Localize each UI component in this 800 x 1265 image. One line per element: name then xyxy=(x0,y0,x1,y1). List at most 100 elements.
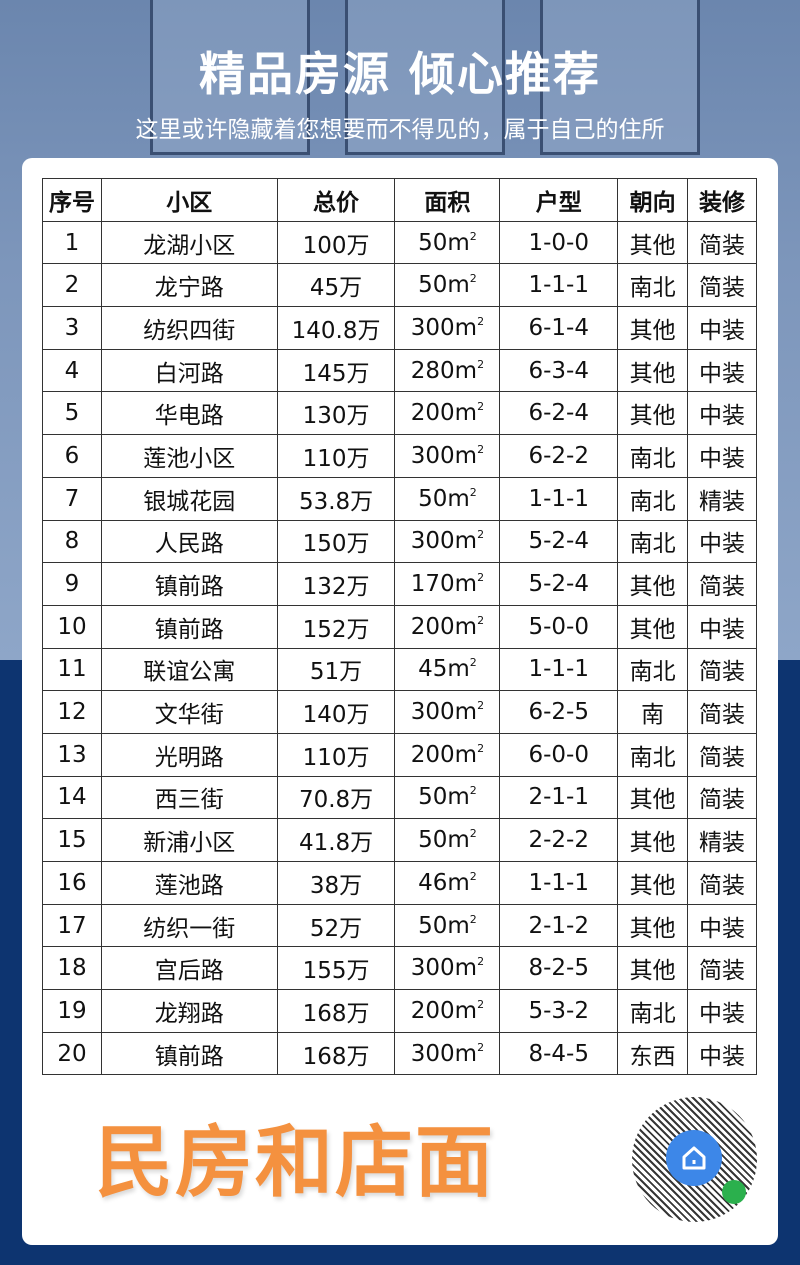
table-cell: 纺织一街 xyxy=(100,903,278,948)
table-cell: 中装 xyxy=(687,989,757,1033)
area-value: 200 xyxy=(410,613,455,640)
table-cell: 130万 xyxy=(276,391,396,436)
table-cell: 其他 xyxy=(617,604,689,649)
table-cell: 其他 xyxy=(617,391,689,436)
table-cell: 镇前路 xyxy=(100,1031,278,1076)
table-cell: 4 xyxy=(42,348,102,393)
table-cell: 6-2-4 xyxy=(499,391,619,436)
table-cell: 宫后路 xyxy=(100,946,278,991)
table-cell: 300m2 xyxy=(394,306,501,350)
table-cell: 中装 xyxy=(687,604,757,649)
area-unit: m2 xyxy=(447,272,477,299)
table-row: 5 华电路 130万 200m2 6-2-4 其他 中装 xyxy=(42,391,757,436)
table-row: 14 西三街 70.8万 50m2 2-1-1 其他 简装 xyxy=(42,775,757,820)
table-row: 9 镇前路 132万 170m2 5-2-4 其他 简装 xyxy=(42,562,757,606)
table-cell: 53.8万 xyxy=(276,476,396,521)
area-value: 200 xyxy=(410,741,455,768)
table-cell: 中装 xyxy=(687,348,757,393)
table-cell: 19 xyxy=(42,989,102,1033)
column-header: 朝向 xyxy=(617,178,689,222)
table-cell: 3 xyxy=(42,306,102,350)
table-cell: 200m2 xyxy=(394,391,501,436)
table-cell: 145万 xyxy=(276,348,396,393)
table-cell: 7 xyxy=(42,476,102,521)
area-value: 300 xyxy=(410,1040,455,1067)
area-value: 300 xyxy=(410,528,455,555)
table-row: 4 白河路 145万 280m2 6-3-4 其他 中装 xyxy=(42,348,757,393)
table-cell: 50m2 xyxy=(394,903,501,948)
table-cell: 15 xyxy=(42,818,102,862)
table-cell: 其他 xyxy=(617,775,689,820)
table-cell: 南北 xyxy=(617,263,689,308)
table-cell: 南 xyxy=(617,690,689,734)
table-cell: 龙翔路 xyxy=(100,989,278,1033)
table-row: 16 莲池路 38万 46m2 1-1-1 其他 简装 xyxy=(42,861,757,905)
table-row: 8 人民路 150万 300m2 5-2-4 南北 中装 xyxy=(42,519,757,564)
area-unit: m2 xyxy=(447,827,477,854)
area-unit: m2 xyxy=(454,613,485,640)
table-cell: 1-1-1 xyxy=(499,476,619,521)
table-row: 12 文华街 140万 300m2 6-2-5 南简装 xyxy=(42,690,757,734)
area-value: 200 xyxy=(410,400,455,427)
column-header: 户型 xyxy=(499,178,619,222)
table-cell: 51万 xyxy=(276,647,396,692)
table-cell: 白河路 xyxy=(100,348,278,393)
area-unit: m2 xyxy=(454,400,485,427)
column-header: 总价 xyxy=(276,178,396,222)
table-cell: 1-1-1 xyxy=(499,647,619,692)
table-cell: 2 xyxy=(42,263,102,308)
area-value: 46 xyxy=(418,869,448,896)
table-cell: 华电路 xyxy=(100,391,278,436)
table-cell: 70.8万 xyxy=(276,775,396,820)
area-value: 50 xyxy=(418,229,448,256)
table-cell: 140万 xyxy=(276,690,396,734)
table-cell: 南北 xyxy=(617,647,689,692)
area-unit: m2 xyxy=(454,528,485,555)
area-value: 45 xyxy=(418,656,448,683)
table-cell: 5 xyxy=(42,391,102,436)
table-cell: 龙湖小区 xyxy=(100,220,278,265)
table-cell: 280m2 xyxy=(394,348,501,393)
table-cell: 龙宁路 xyxy=(100,263,278,308)
table-cell: 精装 xyxy=(687,476,757,521)
area-value: 200 xyxy=(410,997,455,1024)
table-cell: 中装 xyxy=(687,903,757,948)
table-cell: 300m2 xyxy=(394,946,501,991)
table-cell: 2-1-2 xyxy=(499,903,619,948)
table-cell: 110万 xyxy=(276,434,396,478)
column-header: 装修 xyxy=(687,178,757,222)
table-cell: 110万 xyxy=(276,732,396,777)
table-cell: 16 xyxy=(42,861,102,905)
table-row: 7 银城花园 53.8万 50m2 1-1-1 南北 精装 xyxy=(42,476,757,521)
area-value: 280 xyxy=(410,357,455,384)
table-cell: 38万 xyxy=(276,861,396,905)
table-cell: 300m2 xyxy=(394,434,501,478)
table-cell: 1-0-0 xyxy=(499,220,619,265)
area-value: 50 xyxy=(418,827,448,854)
table-cell: 1-1-1 xyxy=(499,861,619,905)
table-cell: 132万 xyxy=(276,562,396,606)
column-header: 序号 xyxy=(42,178,102,222)
table-cell: 150万 xyxy=(276,519,396,564)
area-unit: m2 xyxy=(447,656,477,683)
table-cell: 银城花园 xyxy=(100,476,278,521)
table-cell: 镇前路 xyxy=(100,562,278,606)
table-header: 序号 小区 总价 面积 户型 朝向 装修 xyxy=(42,178,757,222)
table-cell: 其他 xyxy=(617,348,689,393)
table-cell: 镇前路 xyxy=(100,604,278,649)
table-cell: 200m2 xyxy=(394,732,501,777)
table-cell: 8 xyxy=(42,519,102,564)
area-unit: m2 xyxy=(447,485,477,512)
table-cell: 5-2-4 xyxy=(499,562,619,606)
table-cell: 300m2 xyxy=(394,690,501,734)
table-cell: 300m2 xyxy=(394,1031,501,1076)
table-row: 10 镇前路 152万 200m2 5-0-0 其他 中装 xyxy=(42,604,757,649)
table-cell: 5-2-4 xyxy=(499,519,619,564)
table-cell: 50m2 xyxy=(394,775,501,820)
area-value: 50 xyxy=(418,912,448,939)
table-cell: 联谊公寓 xyxy=(100,647,278,692)
table-cell: 其他 xyxy=(617,220,689,265)
table-cell: 6 xyxy=(42,434,102,478)
table-cell: 17 xyxy=(42,903,102,948)
table-cell: 1-1-1 xyxy=(499,263,619,308)
